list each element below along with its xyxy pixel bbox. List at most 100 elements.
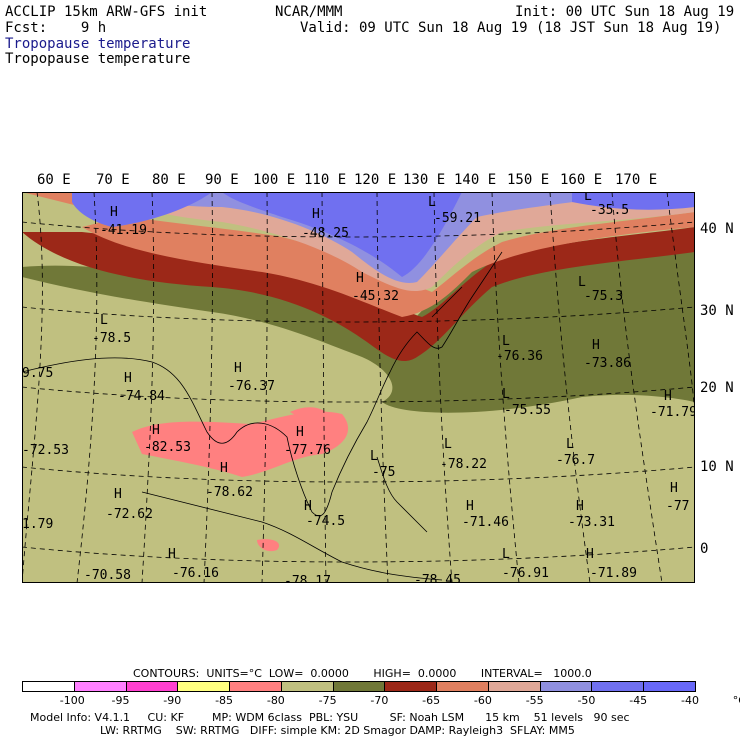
map-label: -73.31 [568,515,615,530]
map-label: H [592,338,600,353]
map-label: L [428,195,436,210]
lon-label: 110 E [304,172,347,188]
colorbar-swatch [384,681,438,692]
map-label: -70.58 [84,568,131,583]
map-label: L [502,547,510,562]
map-label: -77.76 [284,443,331,458]
map-label: -71.79 [650,405,695,420]
map-label: -72.53 [22,443,69,458]
map-label: H [168,547,176,562]
lat-label: 0 [700,541,709,557]
colorbar-label: -95 [111,694,130,707]
map-label: -75.55 [504,403,551,418]
colorbar-label: -85 [215,694,234,707]
map-label: L [566,437,574,452]
coastline [22,251,503,581]
init-time: Init: 00 UTC Sun 18 Aug 19 [515,4,735,20]
valid-time: Valid: 09 UTC Sun 18 Aug 19 (18 JST Sun … [300,20,722,36]
lat-label: 30 N [700,303,734,319]
center-label: NCAR/MMM [275,4,343,20]
map-label: L [502,387,510,402]
map-label: L [370,449,378,464]
field-title-2: Tropopause temperature [5,51,191,67]
colorbar-swatch [280,681,334,692]
lon-label: 60 E [37,172,71,188]
map-label: -78.45 [414,573,461,583]
map-label: -59.21 [434,211,481,226]
map-label: -76.16 [172,566,219,581]
colorbar-swatch [487,681,541,692]
contour-band-salmon [132,407,349,552]
map-label: -75 [372,465,395,480]
model-info-line-2: LW: RRTMG SW: RRTMG DIFF: simple KM: 2D … [100,724,575,737]
lon-label: 80 E [152,172,186,188]
contours-info: CONTOURS: UNITS=°C LOW= 0.0000 HIGH= 0.0… [133,667,592,680]
tropopause-temperature-map: H -41.19 H -48.25 L -59.21 L -35.5 H -45… [22,192,695,583]
colorbar-label: -50 [577,694,596,707]
graticule [22,192,695,583]
map-label: -76.7 [556,453,595,468]
model-title: ACCLIP 15km ARW-GFS init [5,4,208,20]
colorbar-label: -75 [318,694,337,707]
colorbar-swatch [332,681,386,692]
map-label: -76.91 [502,566,549,581]
map-label: L [578,275,586,290]
colorbar-label: -55 [525,694,544,707]
map-label: H [312,207,320,222]
map-label: H [124,371,132,386]
colorbar-swatch [177,681,231,692]
map-label: -71.89 [590,566,637,581]
map-label: H [586,547,594,562]
colorbar-label: -80 [266,694,285,707]
map-label: -76.37 [228,379,275,394]
map-label: -82.53 [144,440,191,455]
map-label: L [502,334,510,349]
map-label: H [576,499,584,514]
map-label: -48.25 [302,226,349,241]
lon-label: 130 E [403,172,446,188]
map-label: H [152,423,160,438]
lon-label: 150 E [507,172,550,188]
map-label: -35.5 [590,203,629,218]
colorbar-label: -60 [473,694,492,707]
map-label: -71.46 [462,515,509,530]
map-label: H [234,361,242,376]
colorbar-swatch [643,681,696,692]
colorbar-label: -90 [163,694,182,707]
colorbar-swatch [539,681,593,692]
map-label: H [114,487,122,502]
colorbar-swatch [436,681,489,692]
map-label: H [466,499,474,514]
lon-label: 70 E [96,172,130,188]
colorbar-swatch [125,681,179,692]
map-label: -74.84 [118,389,165,404]
colorbar-swatch [591,681,645,692]
map-label: H [304,499,312,514]
model-info-line-1: Model Info: V4.1.1 CU: KF MP: WDM 6class… [30,711,630,724]
colorbar-label: -45 [629,694,648,707]
colorbar-label: -100 [59,694,85,707]
map-label: -78.5 [92,331,131,346]
map-label: 1.79 [22,517,53,532]
map-label: -75.3 [584,289,623,304]
map-label: -41.19 [100,223,147,238]
map-label: -76.36 [496,349,543,364]
map-label: -78.62 [206,485,253,500]
colorbar-swatch [73,681,127,692]
field-title-1: Tropopause temperature [5,36,191,52]
lon-label: 160 E [560,172,603,188]
map-label: -78.17 [284,574,331,583]
map-label: -45.32 [352,289,399,304]
map-label: 9.75 [22,366,53,381]
map-label: H [356,271,364,286]
lon-label: 140 E [454,172,497,188]
map-label: L [584,192,592,204]
colorbar-label: -40 [681,694,699,707]
map-label: H [296,425,304,440]
map-label: L [444,437,452,452]
map-label: L [100,313,108,328]
lat-label: 20 N [700,380,734,396]
lon-label: 100 E [253,172,296,188]
map-label: -72.62 [106,507,153,522]
lon-label: 120 E [354,172,397,188]
